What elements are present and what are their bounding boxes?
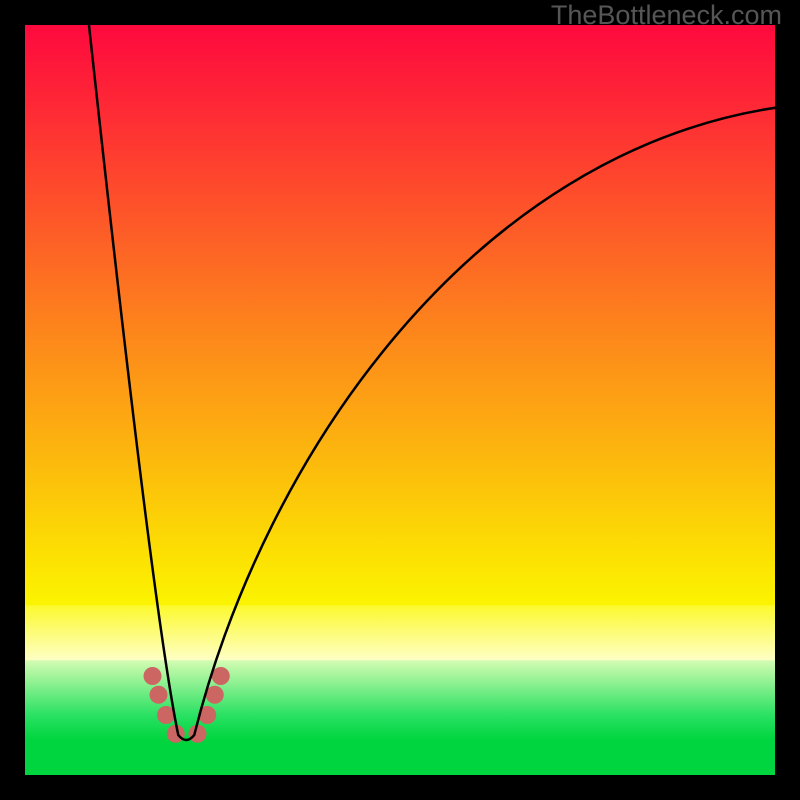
data-marker bbox=[212, 667, 230, 685]
data-marker bbox=[150, 686, 168, 704]
data-marker bbox=[206, 686, 224, 704]
chart-svg bbox=[0, 0, 800, 800]
watermark-text: TheBottleneck.com bbox=[551, 0, 782, 31]
data-marker bbox=[144, 667, 162, 685]
chart-root: TheBottleneck.com bbox=[0, 0, 800, 800]
data-marker bbox=[189, 725, 207, 743]
